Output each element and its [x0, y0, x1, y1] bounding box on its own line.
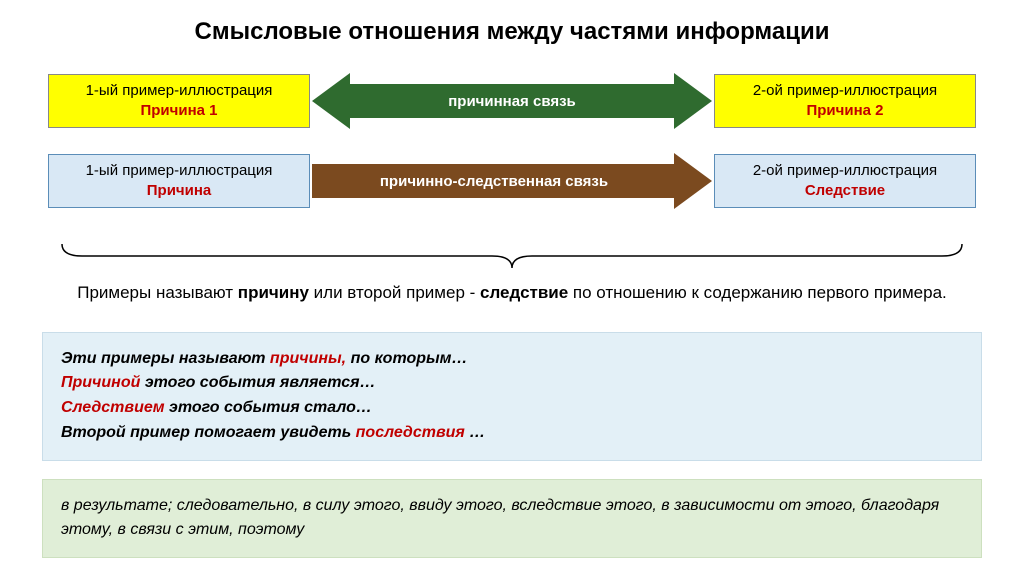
box-text-em: Причина 1 — [140, 101, 217, 121]
example-line: Причиной этого события является… — [61, 371, 963, 396]
text: или второй пример - — [309, 283, 480, 302]
text-em: Причиной — [61, 374, 140, 391]
text-em: последствия — [356, 424, 465, 441]
box-row2-left: 1-ый пример-иллюстрация Причина — [48, 154, 310, 208]
box-text: 2-ой пример-иллюстрация — [753, 161, 937, 181]
connector-label: причинно-следственная связь — [380, 173, 608, 190]
box-row1-right: 2-ой пример-иллюстрация Причина 2 — [714, 74, 976, 128]
box-text-em: Причина — [147, 181, 212, 201]
text: по которым… — [346, 350, 467, 367]
text: этого события стало… — [165, 399, 372, 416]
text-em: Следствием — [61, 399, 165, 416]
box-row2-right: 2-ой пример-иллюстрация Следствие — [714, 154, 976, 208]
box-text: 1-ый пример-иллюстрация — [86, 161, 273, 181]
text: этого события является… — [140, 374, 375, 391]
text: Эти примеры называют — [61, 350, 270, 367]
text-bold: следствие — [480, 283, 568, 302]
text: Второй пример помогает увидеть — [61, 424, 356, 441]
arrow-green-body: причинная связь — [348, 84, 676, 118]
arrow-right-head-icon — [674, 153, 712, 209]
text: по отношению к содержанию первого пример… — [568, 283, 947, 302]
box-text: 2-ой пример-иллюстрация — [753, 81, 937, 101]
diagram-area: 1-ый пример-иллюстрация Причина 1 2-ой п… — [30, 74, 994, 234]
arrow-brown-body: причинно-следственная связь — [312, 164, 676, 198]
connectors-text: в результате; следовательно, в силу этог… — [61, 497, 939, 539]
box-text: 1-ый пример-иллюстрация — [86, 81, 273, 101]
explanation-text: Примеры называют причину или второй прим… — [30, 280, 994, 306]
panel-examples: Эти примеры называют причины, по которым… — [42, 332, 982, 461]
arrow-left-head-icon — [312, 73, 350, 129]
panel-connectors: в результате; следовательно, в силу этог… — [42, 479, 982, 559]
example-line: Эти примеры называют причины, по которым… — [61, 347, 963, 372]
text-bold: причину — [238, 283, 309, 302]
connector-label: причинная связь — [448, 93, 576, 110]
example-line: Второй пример помогает увидеть последств… — [61, 421, 963, 446]
box-row1-left: 1-ый пример-иллюстрация Причина 1 — [48, 74, 310, 128]
box-text-em: Причина 2 — [806, 101, 883, 121]
text: … — [465, 424, 485, 441]
box-text-em: Следствие — [805, 181, 885, 201]
page-title: Смысловые отношения между частями информ… — [30, 18, 994, 46]
arrow-right-head-icon — [674, 73, 712, 129]
example-line: Следствием этого события стало… — [61, 396, 963, 421]
text-em: причины, — [270, 350, 346, 367]
text: Примеры называют — [77, 283, 238, 302]
curly-bracket-icon — [52, 242, 972, 270]
